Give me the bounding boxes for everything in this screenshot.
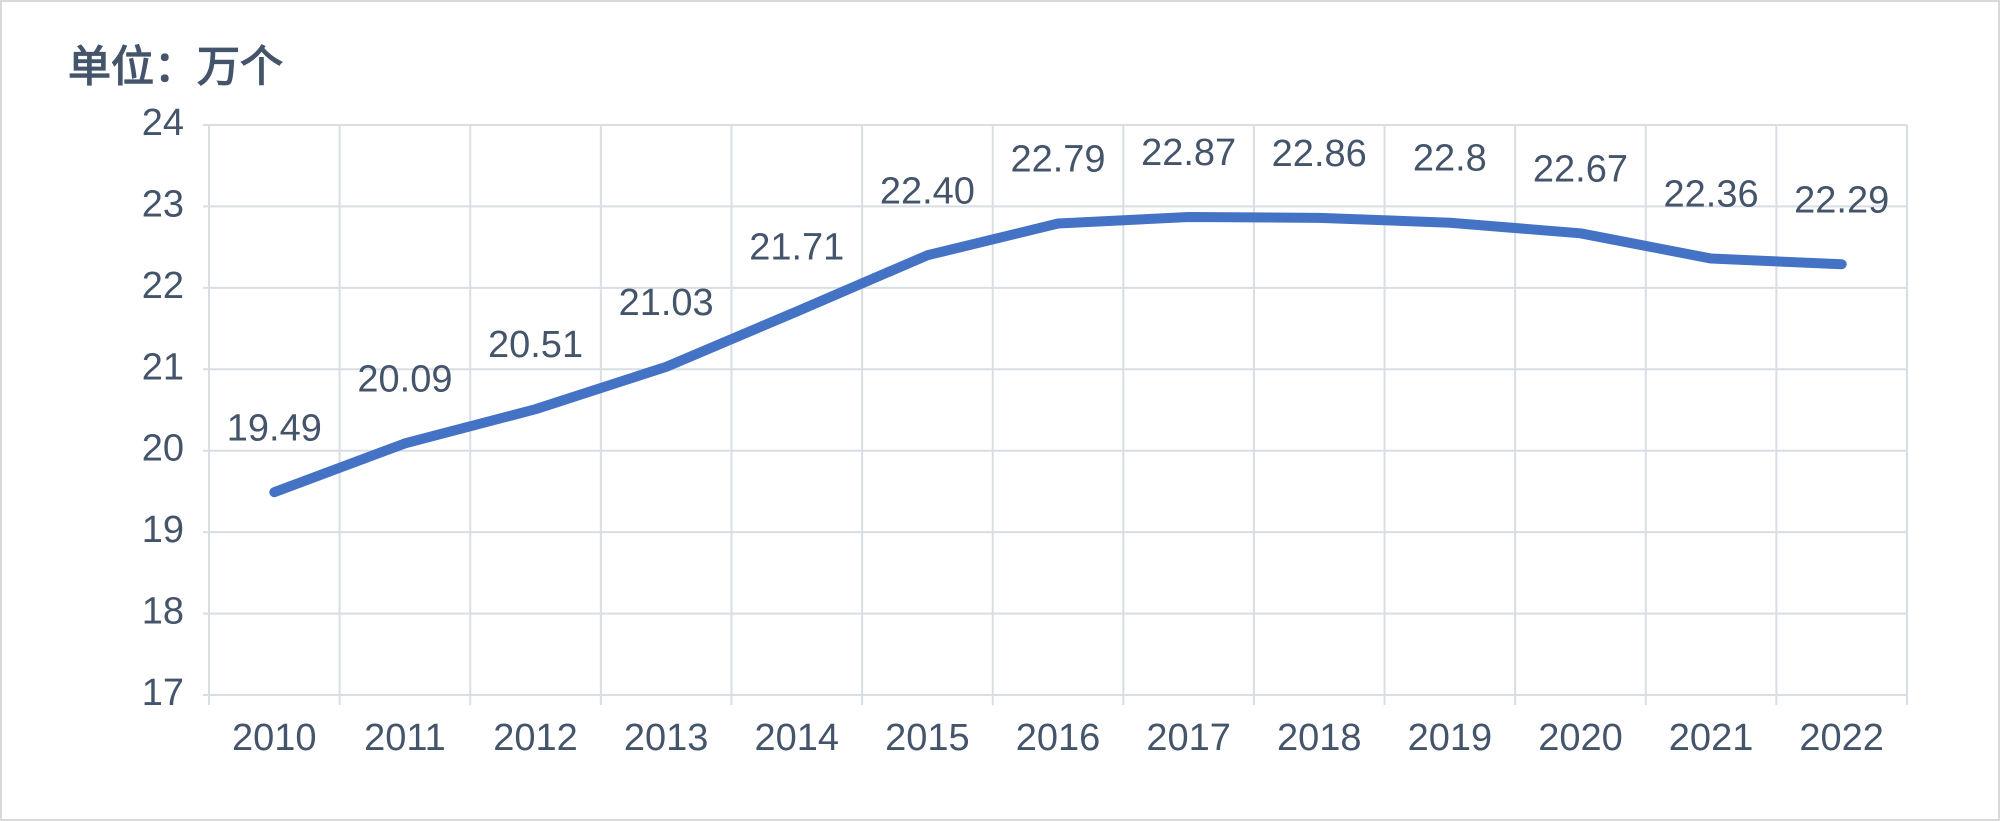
data-label: 21.71 <box>749 227 844 269</box>
data-label: 22.79 <box>1010 139 1105 181</box>
data-label: 22.86 <box>1272 133 1367 175</box>
y-tick-label: 17 <box>142 672 184 714</box>
x-tick-label: 2017 <box>1146 717 1231 759</box>
data-label: 22.67 <box>1533 148 1628 190</box>
x-tick-label: 2022 <box>1799 717 1884 759</box>
x-tick-label: 2021 <box>1669 717 1754 759</box>
y-tick-label: 20 <box>142 428 184 470</box>
y-tick-label: 19 <box>142 509 184 551</box>
data-label: 20.51 <box>488 324 583 366</box>
data-label: 22.36 <box>1664 174 1759 216</box>
data-label: 22.87 <box>1141 132 1236 174</box>
x-tick-label: 2020 <box>1538 717 1623 759</box>
x-tick-label: 2014 <box>754 717 839 759</box>
x-tick-label: 2018 <box>1277 717 1362 759</box>
y-tick-label: 18 <box>142 591 184 633</box>
y-tick-label: 24 <box>142 102 184 144</box>
x-tick-label: 2010 <box>232 717 317 759</box>
y-tick-label: 21 <box>142 346 184 388</box>
data-label: 20.09 <box>357 358 452 400</box>
x-tick-label: 2013 <box>624 717 709 759</box>
x-tick-label: 2016 <box>1016 717 1101 759</box>
y-tick-label: 22 <box>142 265 184 307</box>
x-tick-label: 2012 <box>493 717 578 759</box>
data-line <box>269 212 1847 498</box>
x-tick-label: 2019 <box>1408 717 1493 759</box>
chart-title: 单位：万个 <box>68 43 283 91</box>
data-label: 22.8 <box>1413 138 1487 180</box>
data-label: 22.29 <box>1794 179 1889 221</box>
x-tick-label: 2015 <box>885 717 970 759</box>
data-label: 19.49 <box>227 407 322 449</box>
data-label: 22.40 <box>880 170 975 212</box>
x-tick-label: 2011 <box>364 717 446 759</box>
y-tick-label: 23 <box>142 183 184 225</box>
data-label: 21.03 <box>619 282 714 324</box>
